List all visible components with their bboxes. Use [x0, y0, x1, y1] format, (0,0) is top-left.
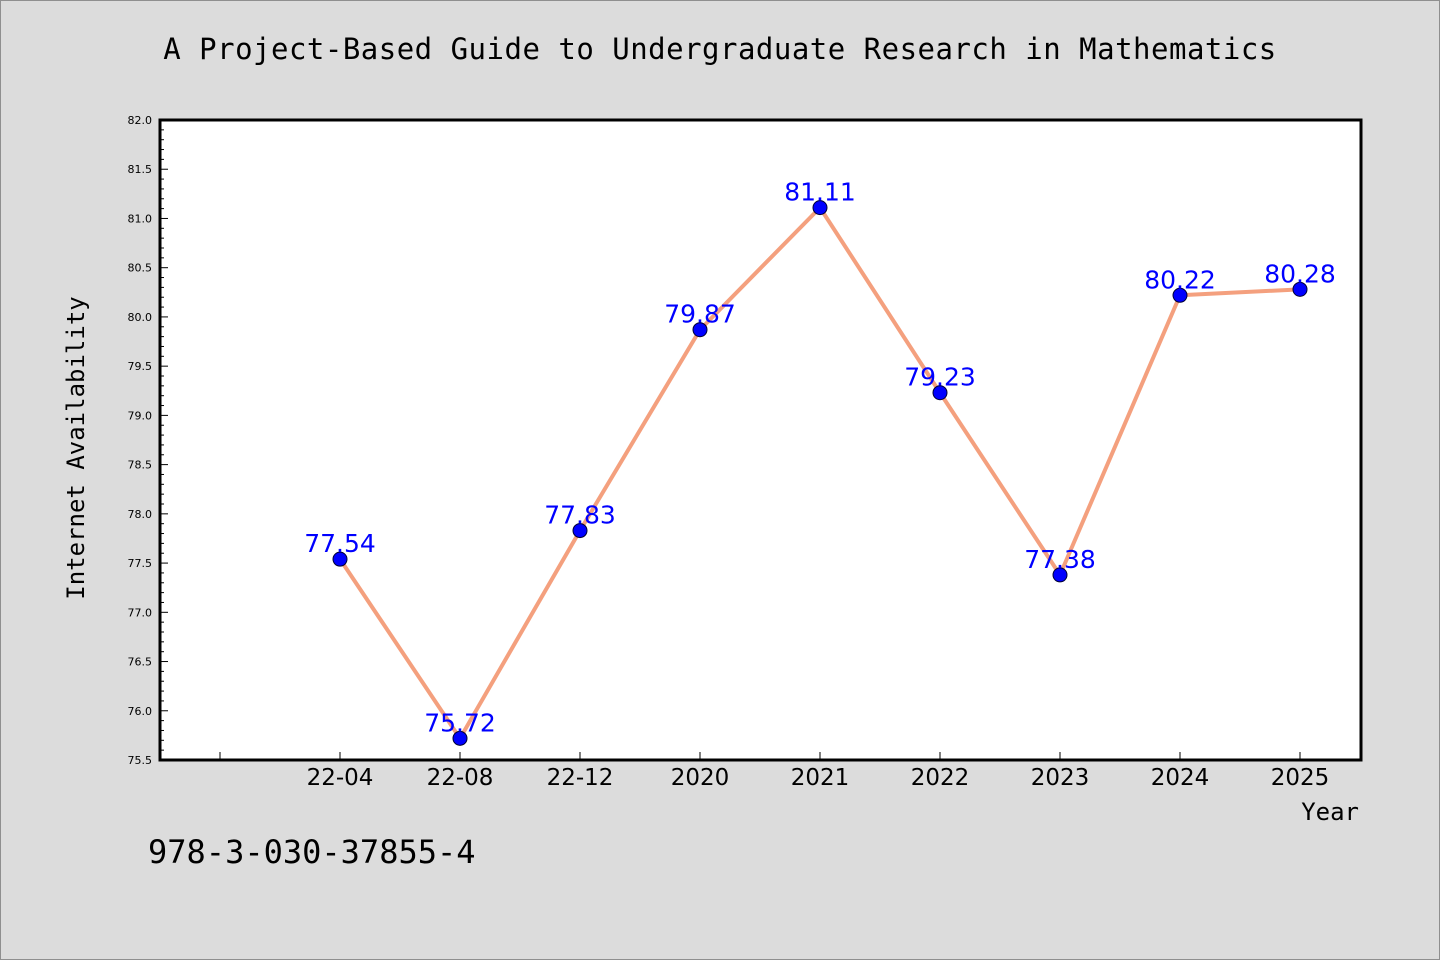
plot-border — [158, 118, 1363, 762]
data-label: 77.83 — [544, 501, 616, 530]
data-point — [812, 200, 828, 216]
x-tick-label: 22-12 — [547, 765, 614, 791]
data-point — [572, 523, 588, 539]
x-tick-label: 2023 — [1031, 765, 1090, 791]
plot-area — [160, 120, 1361, 760]
x-tick-label: 2022 — [911, 765, 970, 791]
data-label: 75.72 — [424, 708, 496, 737]
y-tick-label: 80.0 — [128, 311, 153, 324]
y-tick-label: 76.0 — [128, 705, 153, 718]
y-tick-label: 77.5 — [128, 557, 153, 570]
data-label: 77.54 — [304, 529, 376, 558]
y-tick-label: 82.0 — [128, 114, 153, 127]
x-tick-label: 2024 — [1151, 765, 1210, 791]
data-label: 80.28 — [1264, 259, 1336, 288]
isbn-footer: 978-3-030-37855-4 — [148, 833, 476, 871]
y-tick-label: 80.5 — [128, 262, 153, 275]
x-tick-label: 2021 — [791, 765, 850, 791]
y-tick-label: 75.5 — [128, 754, 153, 767]
data-label: 81.11 — [784, 178, 856, 207]
data-label: 80.22 — [1144, 265, 1216, 294]
data-point — [1292, 281, 1308, 297]
y-tick-label: 81.0 — [128, 212, 153, 225]
x-tick-label: 2020 — [671, 765, 730, 791]
data-point — [692, 322, 708, 338]
y-tick-label: 78.5 — [128, 459, 153, 472]
x-tick-label: 22-04 — [307, 765, 374, 791]
data-point — [932, 385, 948, 401]
x-tick-label: 2025 — [1271, 765, 1330, 791]
y-tick-label: 79.0 — [128, 409, 153, 422]
data-label: 79.87 — [664, 300, 736, 329]
data-label: 79.23 — [904, 363, 976, 392]
y-axis-label: Internet Availability — [62, 296, 90, 599]
data-label: 77.38 — [1024, 545, 1096, 574]
data-point — [332, 551, 348, 567]
data-point — [1052, 567, 1068, 583]
data-point — [1172, 287, 1188, 303]
x-axis-label: Year — [1301, 798, 1359, 826]
y-tick-label: 76.5 — [128, 656, 153, 669]
y-tick-label: 81.5 — [128, 163, 153, 176]
y-tick-label: 78.0 — [128, 508, 153, 521]
chart-title: A Project-Based Guide to Undergraduate R… — [163, 32, 1277, 66]
data-point — [452, 730, 468, 746]
y-tick-label: 79.5 — [128, 360, 153, 373]
y-tick-label: 77.0 — [128, 606, 153, 619]
x-tick-label: 22-08 — [427, 765, 494, 791]
